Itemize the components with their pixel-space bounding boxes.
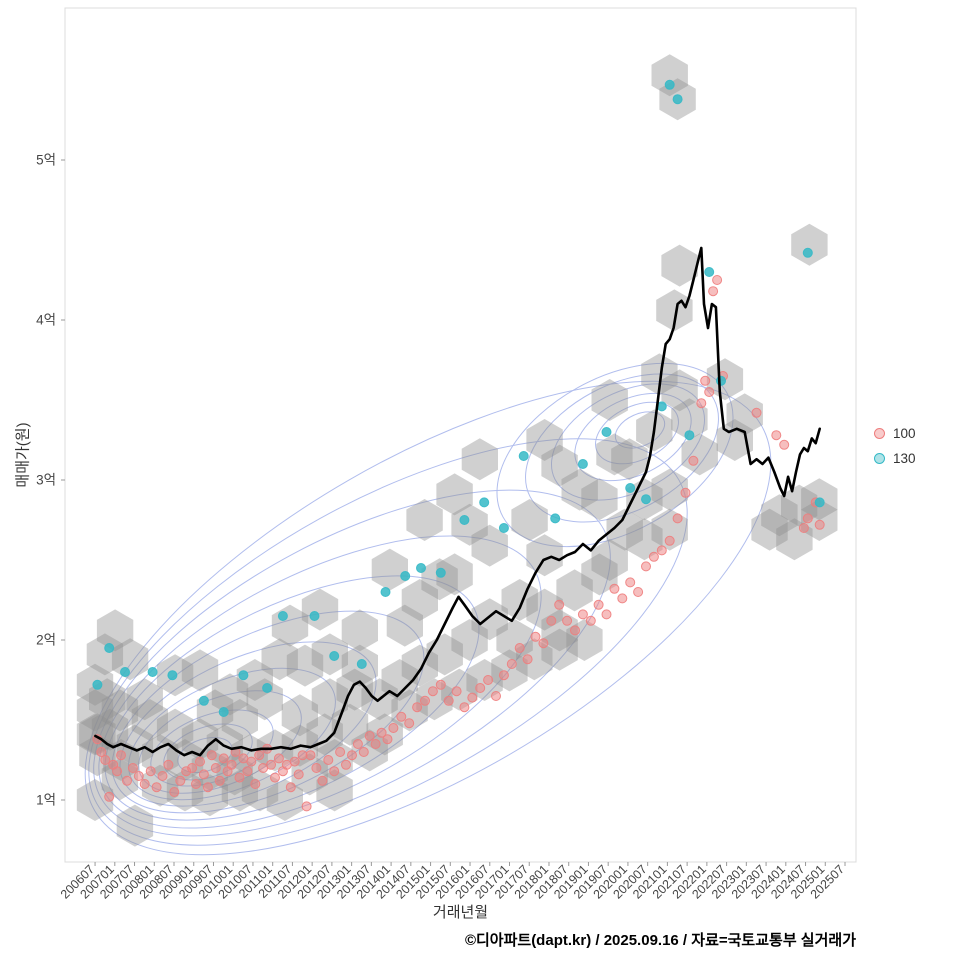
legend: 100 130 (874, 426, 916, 466)
legend-swatch-100-icon (874, 428, 885, 439)
svg-text:1억: 1억 (36, 793, 56, 808)
legend-label-100: 100 (893, 426, 916, 441)
x-axis-title: 거래년월 (432, 904, 489, 921)
svg-text:4억: 4억 (36, 313, 56, 328)
y-axis-title: 매매가(원) (14, 422, 32, 488)
scatter-layer-100 (92, 275, 825, 812)
legend-swatch-130-icon (874, 453, 885, 464)
trend-line (94, 246, 821, 757)
hexbin-layer (76, 54, 838, 847)
y-axis-ticks: 1억 2억 3억 4억 5억 (36, 153, 65, 808)
svg-text:5억: 5억 (36, 153, 56, 168)
x-axis-ticks: 2006072007012007072008012008072009012009… (58, 862, 847, 902)
legend-label-130: 130 (893, 451, 916, 466)
svg-text:2억: 2억 (36, 633, 56, 648)
scatter-layer-130 (92, 79, 825, 717)
legend-item-130: 130 (874, 451, 916, 466)
attribution-text: ©디아파트(dapt.kr) / 2025.09.16 / 자료=국토교통부 실… (464, 932, 856, 949)
legend-item-100: 100 (874, 426, 916, 441)
svg-text:3억: 3억 (36, 473, 56, 488)
plot-panel (64, 7, 857, 863)
